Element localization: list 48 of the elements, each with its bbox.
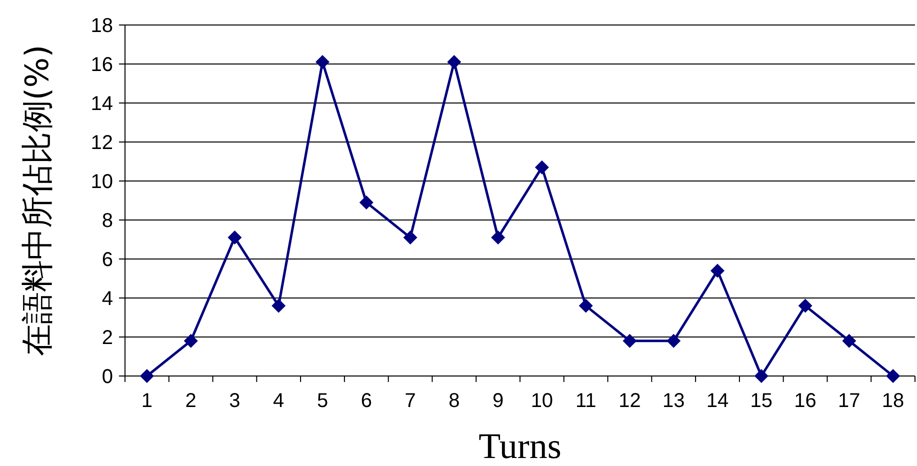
point <box>228 230 242 245</box>
point <box>754 369 768 383</box>
point <box>184 334 198 348</box>
x-tick-label: 7 <box>404 390 416 412</box>
y-tick-label: 6 <box>102 249 113 271</box>
x-tick-label: 9 <box>492 390 504 412</box>
y-tick-label: 14 <box>90 93 113 115</box>
x-tick-label: 4 <box>273 390 284 412</box>
y-tick-label: 10 <box>90 171 113 193</box>
x-tick-label: 12 <box>618 390 641 412</box>
point <box>316 55 330 70</box>
x-tick-label: 16 <box>794 390 816 412</box>
point <box>622 334 637 348</box>
point <box>359 195 374 210</box>
x-tick-label: 14 <box>706 390 729 412</box>
point <box>534 160 549 174</box>
x-tick-label: 10 <box>530 390 554 412</box>
y-tick-label: 12 <box>90 132 113 154</box>
point <box>842 334 856 348</box>
x-tick-label: 13 <box>662 390 685 412</box>
point <box>710 264 724 278</box>
y-axis-title: 在語料中所佔比例(%) <box>18 44 56 356</box>
y-tick-label: 16 <box>90 54 113 76</box>
x-tick-label: 3 <box>229 390 240 412</box>
x-tick-label: 5 <box>316 390 328 412</box>
y-tick-label: 2 <box>102 327 113 349</box>
point <box>798 298 812 313</box>
point <box>666 334 681 348</box>
point <box>447 55 462 70</box>
point <box>272 298 286 313</box>
point <box>403 230 418 245</box>
x-tick-label: 17 <box>838 390 860 412</box>
y-tick-label: 8 <box>102 210 113 232</box>
point <box>578 298 593 313</box>
y-tick-label: 18 <box>90 15 113 37</box>
x-axis-title: Turns <box>478 426 562 466</box>
y-tick-label: 4 <box>102 288 113 310</box>
x-tick-label: 1 <box>141 390 153 412</box>
x-tick-label: 15 <box>750 390 773 412</box>
x-tick-label: 2 <box>185 390 196 412</box>
point <box>491 230 506 245</box>
point <box>140 369 154 383</box>
x-tick-label: 11 <box>575 390 596 412</box>
point <box>886 369 900 383</box>
x-tick-label: 6 <box>360 390 372 412</box>
y-tick-label: 0 <box>102 366 113 388</box>
x-tick-label: 8 <box>448 390 460 412</box>
x-tick-label: 18 <box>882 390 904 412</box>
